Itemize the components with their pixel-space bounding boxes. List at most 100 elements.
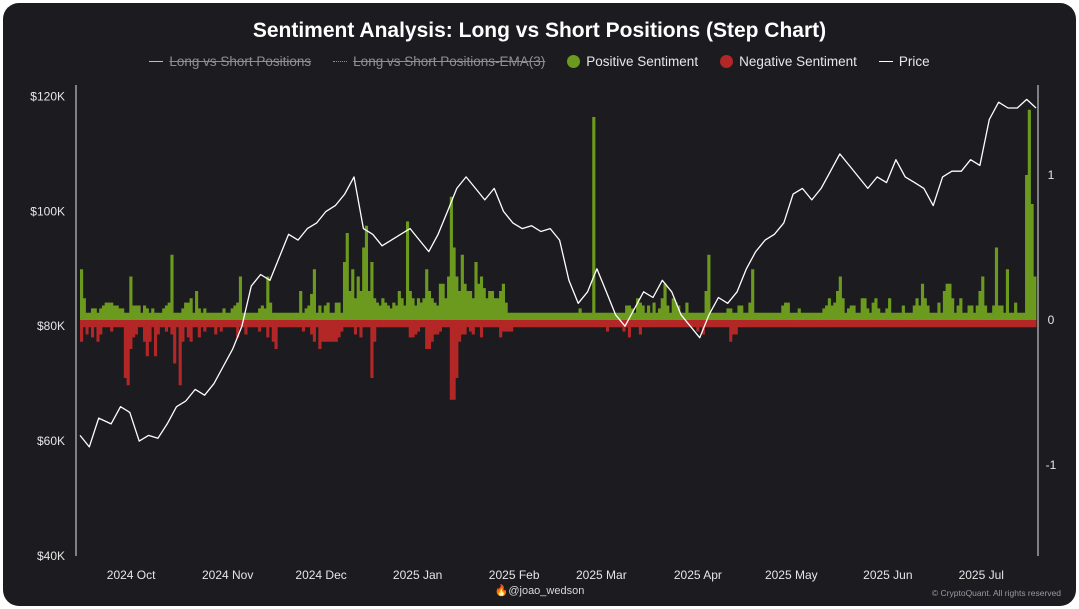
negative-sentiment-bar	[482, 320, 486, 328]
positive-sentiment-bar	[351, 269, 355, 320]
negative-sentiment-bar	[775, 320, 779, 328]
negative-sentiment-bar	[773, 320, 777, 328]
positive-sentiment-bar	[395, 305, 399, 320]
positive-sentiment-bar	[701, 312, 705, 320]
negative-sentiment-bar	[241, 320, 245, 328]
positive-sentiment-bar	[548, 312, 552, 320]
legend-item-negative-sentiment[interactable]: Negative Sentiment	[720, 54, 857, 69]
positive-sentiment-bar	[975, 305, 979, 320]
positive-sentiment-bar	[490, 291, 495, 320]
positive-sentiment-bar	[422, 298, 426, 320]
positive-sentiment-bar	[967, 305, 971, 320]
negative-sentiment-bar	[762, 320, 766, 328]
negative-sentiment-bar	[860, 320, 864, 328]
positive-sentiment-bar	[192, 312, 196, 320]
positive-sentiment-bar	[260, 305, 264, 320]
negative-sentiment-bar	[803, 320, 807, 328]
positive-sentiment-bar	[274, 312, 278, 320]
positive-sentiment-bar	[499, 291, 503, 320]
chart-title: Sentiment Analysis: Long vs Short Positi…	[252, 19, 827, 42]
negative-sentiment-bar	[682, 320, 686, 328]
positive-sentiment-bar	[362, 247, 366, 320]
negative-sentiment-bar	[660, 320, 664, 328]
positive-sentiment-bar	[452, 247, 456, 320]
positive-sentiment-bar	[786, 302, 790, 320]
negative-sentiment-bar	[970, 320, 974, 328]
negative-sentiment-bar	[734, 320, 738, 335]
negative-sentiment-bar	[285, 320, 289, 328]
negative-sentiment-bar	[668, 320, 673, 328]
positive-sentiment-bar	[882, 312, 886, 320]
negative-sentiment-bar	[1003, 320, 1007, 328]
positive-sentiment-bar	[830, 305, 834, 320]
positive-sentiment-bar	[118, 308, 122, 320]
negative-sentiment-bar	[356, 320, 360, 328]
negative-sentiment-bar	[123, 320, 127, 378]
positive-sentiment-bar	[496, 298, 500, 320]
positive-sentiment-bar	[688, 312, 692, 320]
negative-sentiment-bar	[88, 320, 92, 328]
negative-sentiment-bar	[688, 320, 692, 328]
positive-sentiment-bar	[696, 312, 700, 320]
negative-sentiment-bar	[1011, 320, 1015, 328]
positive-sentiment-bar	[715, 312, 719, 320]
positive-sentiment-bar	[997, 305, 1001, 320]
x-tick-label: 2025 Jun	[863, 568, 912, 582]
positive-sentiment-bar	[540, 312, 544, 320]
negative-sentiment-bar	[597, 320, 601, 328]
legend-item-long-vs-short[interactable]: Long vs Short Positions	[149, 54, 311, 69]
negative-sentiment-bar	[422, 320, 426, 328]
positive-sentiment-bar	[326, 302, 330, 320]
positive-sentiment-bar	[920, 283, 925, 320]
x-tick-label: 2025 Apr	[674, 568, 722, 582]
negative-sentiment-bar	[129, 320, 133, 349]
negative-sentiment-bar	[690, 320, 694, 328]
x-tick-label: 2024 Nov	[202, 568, 253, 582]
positive-sentiment-bar	[159, 312, 163, 320]
negative-sentiment-bar	[923, 320, 927, 328]
positive-sentiment-bar	[241, 312, 245, 320]
legend-item-price[interactable]: Price	[878, 54, 930, 69]
negative-sentiment-bar	[90, 320, 95, 338]
positive-sentiment-bar	[411, 298, 415, 320]
positive-sentiment-bar	[945, 283, 949, 320]
legend-item-positive-sentiment[interactable]: Positive Sentiment	[567, 54, 698, 69]
negative-sentiment-bar	[403, 320, 407, 328]
positive-sentiment-bar	[863, 298, 867, 320]
positive-sentiment-bar	[1025, 175, 1029, 320]
negative-sentiment-bar	[266, 320, 270, 338]
negative-sentiment-bar	[211, 320, 215, 328]
negative-sentiment-bar	[542, 320, 547, 328]
negative-sentiment-bar	[926, 320, 930, 328]
positive-sentiment-bar	[666, 305, 670, 320]
positive-sentiment-bar	[625, 305, 629, 320]
positive-sentiment-bar	[145, 308, 149, 320]
positive-sentiment-bar	[315, 312, 319, 320]
positive-sentiment-bar	[143, 305, 147, 320]
positive-sentiment-bar	[526, 312, 530, 320]
legend-item-long-vs-short-ema[interactable]: Long vs Short Positions-EMA(3)	[333, 54, 545, 69]
negative-sentiment-bar	[575, 320, 579, 328]
positive-sentiment-bar	[805, 312, 810, 320]
negative-sentiment-bar	[578, 320, 582, 328]
positive-sentiment-bar	[983, 305, 988, 320]
negative-sentiment-bar	[608, 320, 612, 328]
negative-sentiment-bar	[855, 320, 859, 328]
positive-sentiment-bar	[397, 291, 401, 320]
negative-sentiment-bar	[405, 320, 410, 328]
positive-sentiment-bar	[545, 312, 549, 320]
negative-sentiment-bar	[605, 320, 610, 332]
negative-sentiment-bar	[718, 320, 722, 328]
negative-sentiment-bar	[573, 320, 577, 328]
negative-sentiment-bar	[836, 320, 840, 328]
negative-sentiment-bar	[633, 320, 637, 328]
negative-sentiment-bar	[710, 320, 714, 328]
negative-sentiment-bar	[416, 320, 421, 332]
positive-sentiment-bar	[307, 305, 311, 320]
positive-sentiment-bar	[485, 298, 489, 320]
positive-sentiment-bar	[162, 308, 166, 320]
positive-sentiment-bar	[929, 312, 933, 320]
negative-sentiment-bar	[959, 320, 963, 328]
negative-sentiment-bar	[740, 320, 744, 328]
negative-sentiment-bar	[912, 320, 916, 328]
